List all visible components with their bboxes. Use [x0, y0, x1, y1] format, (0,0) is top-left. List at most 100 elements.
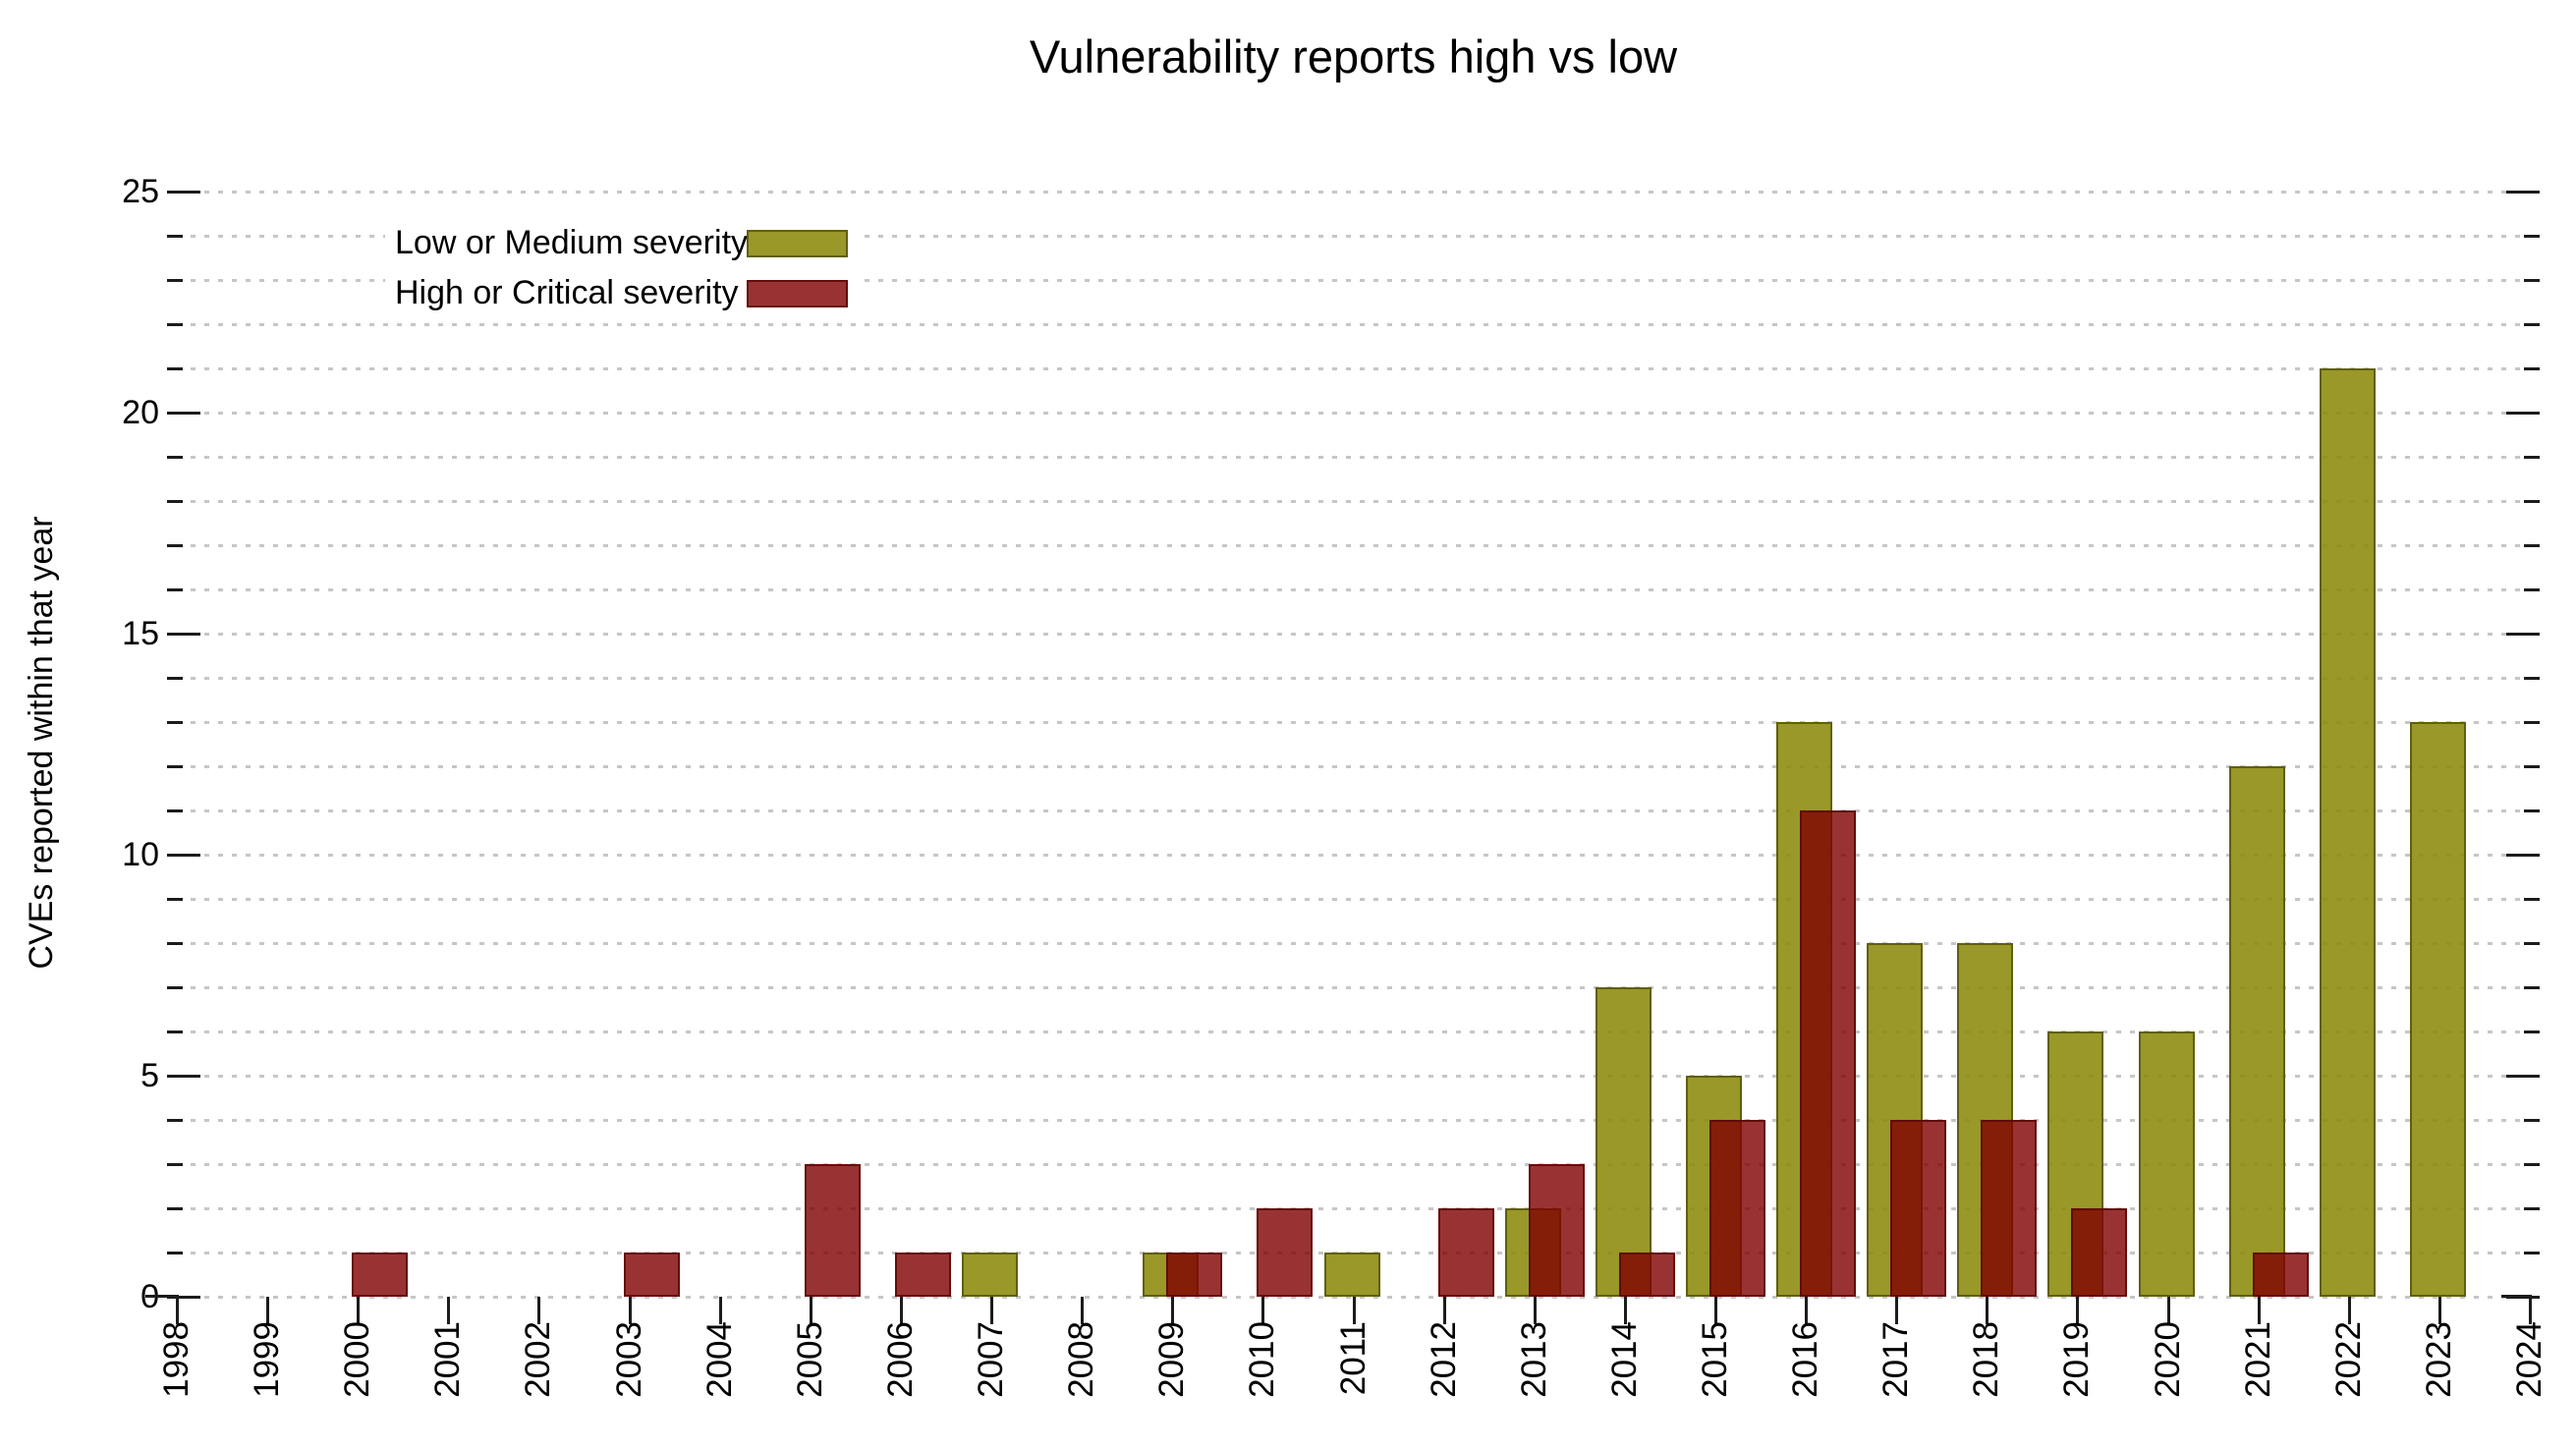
x-tick — [1171, 1297, 1175, 1324]
x-tick-label: 2005 — [790, 1321, 829, 1398]
gridline — [177, 500, 2530, 503]
x-tick — [718, 1297, 722, 1324]
y-tick-left — [167, 1119, 183, 1122]
x-tick-label: 2008 — [1062, 1321, 1101, 1398]
legend-row-low: Low or Medium severity — [395, 218, 848, 268]
bar-low-2011 — [1323, 1253, 1380, 1297]
bar-high-2014 — [1618, 1253, 1675, 1297]
bar-high-2017 — [1890, 1120, 1947, 1297]
x-tick-label: 2004 — [700, 1321, 739, 1398]
x-tick — [1533, 1297, 1537, 1324]
y-tick-left — [167, 854, 200, 857]
legend: Low or Medium severity High or Critical … — [385, 216, 862, 320]
y-tick-right — [2524, 500, 2540, 503]
legend-label-high: High or Critical severity — [395, 274, 739, 311]
x-tick — [1081, 1297, 1085, 1324]
bar-high-2005 — [804, 1164, 861, 1297]
chart-title: Vulnerability reports high vs low — [1029, 30, 1678, 83]
x-tick — [537, 1297, 541, 1324]
bar-low-2014 — [1595, 987, 1652, 1297]
y-tick-right — [2524, 235, 2540, 238]
gridline — [177, 323, 2530, 326]
y-tick-right — [2524, 588, 2540, 591]
x-tick-label: 1999 — [248, 1321, 287, 1398]
legend-swatch-low-icon — [747, 229, 848, 257]
y-tick-left — [167, 809, 183, 812]
bar-high-2000 — [352, 1253, 409, 1297]
x-tick-label: 2018 — [1967, 1321, 2006, 1398]
x-tick-label: 2012 — [1424, 1321, 1463, 1398]
y-tick-left — [167, 942, 183, 945]
y-tick-left — [167, 279, 183, 282]
legend-row-high: High or Critical severity — [395, 268, 848, 318]
y-tick-right — [2524, 942, 2540, 945]
x-tick — [2076, 1297, 2080, 1324]
gridline — [177, 1119, 2530, 1122]
x-tick — [990, 1297, 994, 1324]
y-tick-label: 20 — [122, 394, 159, 431]
y-tick-left — [167, 1207, 183, 1210]
y-tick-label: 15 — [122, 615, 159, 652]
bar-low-2021 — [2228, 766, 2285, 1297]
y-tick-left — [167, 412, 200, 415]
y-tick-right — [2524, 1252, 2540, 1254]
y-tick-left — [167, 235, 183, 238]
bar-high-2015 — [1708, 1120, 1765, 1297]
y-tick-left — [167, 1252, 183, 1254]
gridline — [177, 1207, 2530, 1210]
y-tick-right — [2524, 986, 2540, 989]
y-tick-right — [2524, 279, 2540, 282]
x-tick — [1261, 1297, 1265, 1324]
bar-high-2019 — [2071, 1208, 2128, 1297]
y-tick-right — [2524, 898, 2540, 901]
y-tick-left — [167, 323, 183, 326]
x-tick — [176, 1297, 179, 1324]
bar-low-2023 — [2409, 722, 2466, 1297]
y-tick-right — [2524, 1031, 2540, 1033]
x-tick-label: 2017 — [1876, 1321, 1916, 1398]
y-tick-right — [2524, 456, 2540, 459]
x-tick-label: 2007 — [972, 1321, 1011, 1398]
gridline — [177, 367, 2530, 370]
x-tick-label: 2022 — [2328, 1321, 2368, 1398]
x-tick-label: 2009 — [1152, 1321, 1192, 1398]
gridline — [177, 677, 2530, 680]
x-tick-label: 2013 — [1514, 1321, 1553, 1398]
x-tick-label: 2014 — [1604, 1321, 1644, 1398]
y-tick-right — [2524, 323, 2540, 326]
y-tick-right — [2506, 633, 2540, 636]
x-tick — [899, 1297, 903, 1324]
x-tick — [447, 1297, 451, 1324]
x-tick-label: 2011 — [1333, 1321, 1372, 1396]
legend-swatch-high-icon — [747, 279, 848, 307]
x-tick-label: 2019 — [2057, 1321, 2097, 1398]
bar-high-2006 — [894, 1253, 951, 1297]
gridline — [177, 588, 2530, 591]
x-tick-label: 2002 — [519, 1321, 558, 1398]
x-tick — [2437, 1297, 2441, 1324]
y-tick-left — [167, 588, 183, 591]
y-tick-right — [2524, 765, 2540, 768]
y-tick-right — [2524, 544, 2540, 547]
y-tick-label: 0 — [36, 1277, 159, 1316]
gridline — [177, 191, 2530, 194]
y-tick-right — [2524, 367, 2540, 370]
x-tick — [2166, 1297, 2170, 1324]
x-tick-label: 2020 — [2148, 1321, 2187, 1398]
gridline — [177, 544, 2530, 547]
gridline — [177, 721, 2530, 724]
gridline — [177, 942, 2530, 945]
axis-corner-stub — [2501, 1295, 2532, 1298]
x-tick — [1623, 1297, 1627, 1324]
y-tick-left — [167, 1075, 200, 1078]
bar-low-2020 — [2138, 1031, 2195, 1297]
x-tick — [628, 1297, 632, 1324]
x-tick-label: 2021 — [2238, 1321, 2277, 1398]
y-tick-left — [167, 456, 183, 459]
y-tick-left — [167, 191, 200, 194]
y-tick-right — [2524, 721, 2540, 724]
bar-high-2010 — [1257, 1208, 1314, 1297]
x-tick — [2529, 1297, 2532, 1324]
x-tick — [357, 1297, 361, 1324]
